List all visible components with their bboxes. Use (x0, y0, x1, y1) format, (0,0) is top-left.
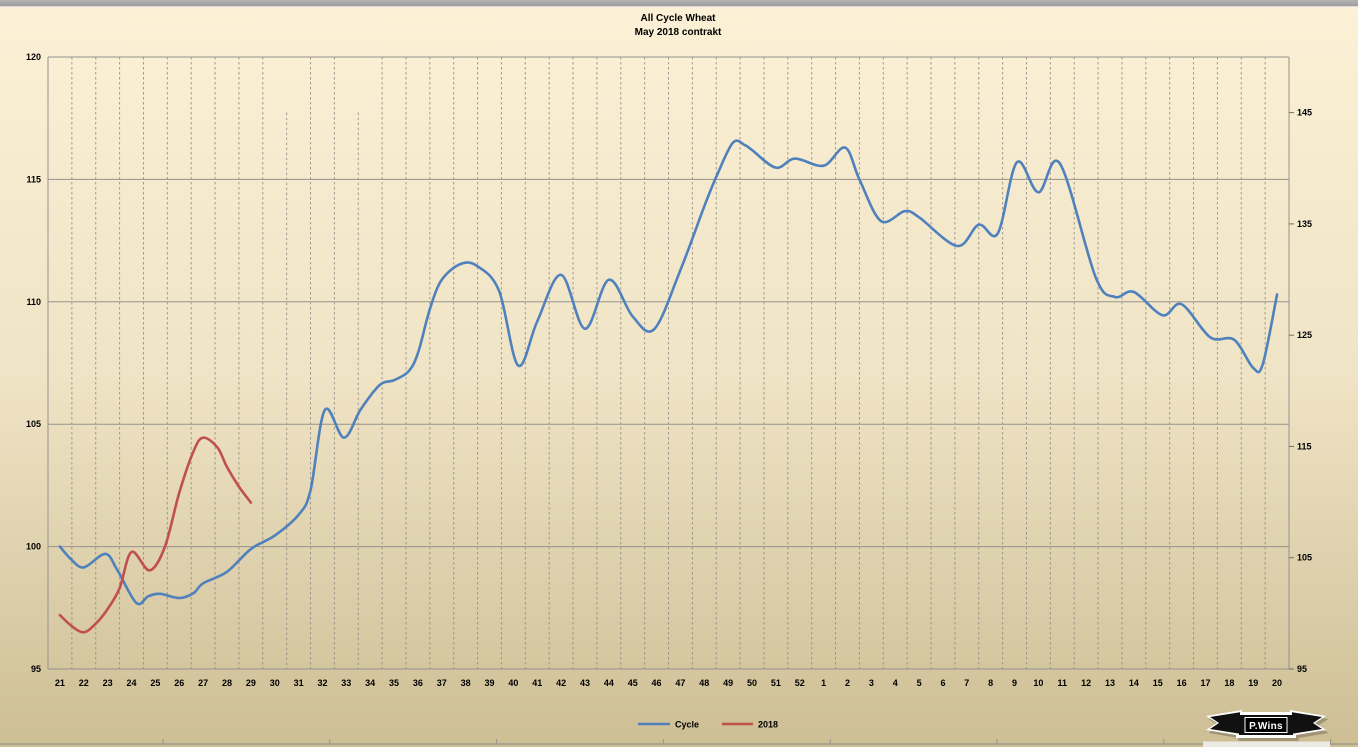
x-axis-tick-label: 5 (917, 678, 922, 688)
vertical-gridlines (71, 57, 1266, 669)
left-axis-tick-label: 120 (26, 52, 41, 62)
plot-borders (47, 57, 1290, 669)
x-axis-tick-label: 13 (1105, 678, 1115, 688)
right-axis-tick-label: 95 (1297, 664, 1307, 674)
x-axis-tick-label: 22 (79, 678, 89, 688)
x-axis-tick-label: 1 (821, 678, 826, 688)
x-axis-tick-label: 11 (1058, 678, 1068, 688)
right-axis-tick-label: 125 (1297, 330, 1312, 340)
left-axis-tick-label: 95 (31, 664, 41, 674)
x-axis-tick-label: 24 (127, 678, 137, 688)
x-axis-tick-label: 12 (1081, 678, 1091, 688)
left-axis-labels: 120 115 110 105 100 95 (26, 52, 41, 674)
x-axis-tick-label: 52 (795, 678, 805, 688)
left-axis-tick-label: 105 (26, 419, 41, 429)
chart-subtitle: May 2018 contrakt (635, 27, 722, 38)
legend-label-cycle: Cycle (675, 720, 699, 730)
bottom-edge-ruler (0, 739, 1358, 745)
x-axis-tick-label: 26 (174, 678, 184, 688)
x-axis-tick-label: 21 (55, 678, 65, 688)
ribbon-base-strip (1203, 741, 1330, 747)
right-axis-tick-label: 115 (1297, 441, 1312, 451)
legend-label-2018: 2018 (758, 720, 778, 730)
x-axis-tick-label: 37 (437, 678, 447, 688)
left-axis-tick-label: 110 (26, 297, 41, 307)
ribbon-left-flag-inner (1210, 712, 1240, 734)
x-axis-tick-label: 30 (270, 678, 280, 688)
x-axis-tick-label: 23 (103, 678, 113, 688)
x-axis-tick-label: 49 (723, 678, 733, 688)
ribbon-right-flag-inner (1292, 712, 1322, 734)
right-axis-tick-label: 105 (1297, 553, 1312, 563)
x-axis-tick-label: 14 (1129, 678, 1139, 688)
right-axis-labels: 145 135 125 115 105 95 (1289, 108, 1312, 674)
x-axis-labels: 21 22 23 24 25 26 27 28 29 30 31 32 33 34 35 36 37 38 39 40… (55, 678, 1282, 688)
ribbon-watermark-text: P.Wins (1249, 721, 1283, 732)
x-axis-tick-label: 8 (988, 678, 993, 688)
x-axis-tick-label: 29 (246, 678, 256, 688)
right-axis-tick-label: 145 (1297, 108, 1312, 118)
x-axis-tick-label: 36 (413, 678, 423, 688)
x-axis-tick-label: 16 (1177, 678, 1187, 688)
x-axis-tick-label: 20 (1272, 678, 1282, 688)
pwins-ribbon-logo: P.Wins (1203, 710, 1330, 747)
x-axis-tick-label: 31 (294, 678, 304, 688)
x-axis-tick-label: 38 (461, 678, 471, 688)
x-axis-tick-label: 40 (508, 678, 518, 688)
x-axis-tick-label: 41 (532, 678, 542, 688)
series-line-2018 (58, 436, 253, 634)
x-axis-tick-label: 27 (198, 678, 208, 688)
left-axis-tick-label: 100 (26, 542, 41, 552)
x-axis-tick-label: 51 (771, 678, 781, 688)
x-axis-tick-label: 43 (580, 678, 590, 688)
x-axis-tick-label: 44 (604, 678, 614, 688)
series-lines (58, 139, 1279, 634)
x-axis-tick-label: 18 (1224, 678, 1234, 688)
x-axis-tick-label: 33 (341, 678, 351, 688)
x-axis-tick-label: 28 (222, 678, 232, 688)
x-axis-tick-label: 3 (869, 678, 874, 688)
x-axis-tick-label: 48 (699, 678, 709, 688)
x-axis-tick-label: 32 (317, 678, 327, 688)
legend: Cycle 2018 (638, 720, 778, 730)
right-axis-tick-label: 135 (1297, 219, 1312, 229)
x-axis-tick-label: 35 (389, 678, 399, 688)
x-axis-tick-label: 25 (150, 678, 160, 688)
x-axis-tick-label: 6 (940, 678, 945, 688)
x-axis-tick-label: 46 (652, 678, 662, 688)
x-axis-tick-label: 10 (1033, 678, 1043, 688)
window-top-edge (0, 0, 1358, 7)
x-axis-tick-label: 7 (964, 678, 969, 688)
left-axis-tick-label: 115 (26, 174, 41, 184)
x-axis-tick-label: 34 (365, 678, 375, 688)
chart-title: All Cycle Wheat (640, 13, 716, 24)
x-axis-tick-label: 2 (845, 678, 850, 688)
x-axis-tick-label: 50 (747, 678, 757, 688)
ribbon-text-box (1244, 717, 1288, 733)
x-axis-tick-label: 17 (1200, 678, 1210, 688)
x-axis-tick-label: 39 (485, 678, 495, 688)
x-axis-tick-label: 45 (628, 678, 638, 688)
x-axis-tick-label: 15 (1153, 678, 1163, 688)
x-axis-tick-label: 4 (893, 678, 898, 688)
x-axis-tick-label: 9 (1012, 678, 1017, 688)
x-axis-tick-label: 19 (1248, 678, 1258, 688)
x-axis-tick-label: 42 (556, 678, 566, 688)
series-line-cycle (58, 139, 1279, 606)
x-axis-tick-label: 47 (675, 678, 685, 688)
